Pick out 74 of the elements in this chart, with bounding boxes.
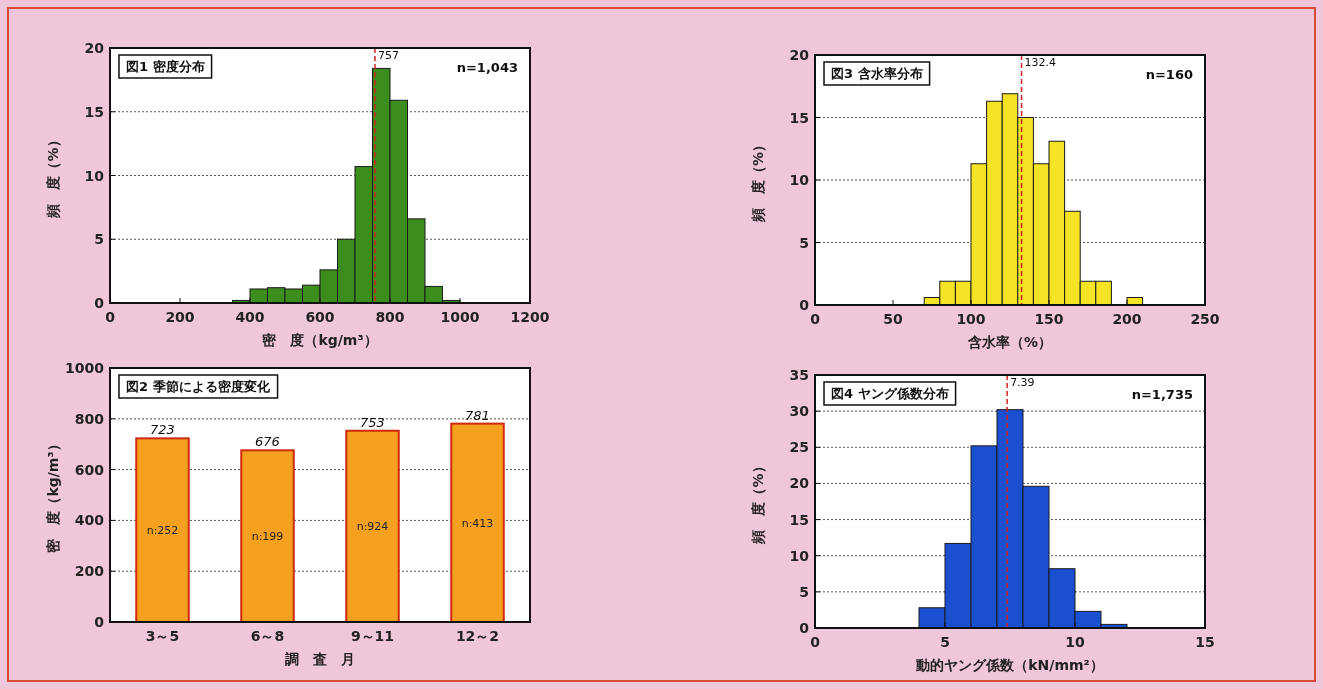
y-tick-label: 10: [789, 172, 810, 188]
y-tick-label: 25: [789, 439, 809, 456]
y-tick-label: 600: [74, 461, 105, 478]
x-tick-label: 200: [1112, 311, 1142, 327]
annotation: n=160: [1145, 67, 1193, 82]
bar: [450, 422, 505, 623]
text: 図4 ヤング係数分布: [831, 386, 949, 401]
bar: [240, 449, 295, 623]
y-tick-label: 5: [799, 583, 809, 600]
x-tick-label: 150: [1034, 311, 1064, 327]
annotation: n:252: [146, 524, 179, 538]
data-label: 753: [360, 414, 385, 430]
data-label: 676: [255, 434, 280, 450]
y-tick-label: 15: [84, 103, 104, 120]
x-tick-label: 1200: [510, 309, 550, 325]
y-tick-label: 5: [799, 234, 809, 251]
x-tick-label: 5: [940, 634, 950, 650]
y-tick-label: 10: [789, 547, 810, 564]
y-tick-label: 0: [799, 297, 810, 313]
y-tick-label: 1000: [65, 360, 105, 376]
x-tick-label: 10: [1065, 634, 1085, 650]
y-tick-label: 20: [84, 40, 105, 56]
y-tick-label: 400: [74, 512, 105, 529]
y-axis-title: 頻 度（%）: [45, 133, 61, 219]
x-tick-label: 1000: [440, 309, 480, 325]
y-tick-label: 15: [789, 109, 809, 126]
x-tick-label: 200: [165, 309, 195, 325]
y-tick-label: 200: [74, 563, 105, 580]
bar: [345, 429, 400, 623]
text: 図1 密度分布: [126, 59, 205, 74]
x-tick-label: 0: [810, 634, 821, 650]
x-tick-label: 6～8: [250, 628, 285, 644]
x-tick-label: 100: [956, 311, 986, 327]
x-tick-label: 3～5: [145, 628, 180, 644]
x-tick-label: 800: [375, 309, 405, 325]
ref-line-label: 132.4: [1024, 56, 1057, 69]
y-axis-title: 頻 度（%）: [750, 137, 766, 224]
text: 図2 季節による密度変化: [126, 379, 271, 394]
ref-line-label: 7.39: [1010, 376, 1035, 389]
x-tick-label: 0: [105, 309, 116, 325]
annotation: n=1,043: [456, 60, 518, 75]
annotation: n:413: [461, 516, 494, 530]
y-tick-label: 800: [74, 410, 105, 427]
y-tick-label: 0: [94, 295, 105, 311]
ref-line-label: 757: [377, 49, 399, 62]
bar: [135, 437, 190, 623]
data-label: 723: [150, 422, 175, 438]
y-axis-title: 密 度（kg/m³）: [45, 437, 61, 553]
y-tick-label: 0: [94, 614, 105, 630]
y-tick-label: 20: [789, 475, 810, 492]
annotation: n:199: [251, 530, 284, 544]
annotation: n=1,735: [1131, 387, 1193, 402]
x-axis-title: 動的ヤング係数（kN/mm²）: [915, 657, 1104, 673]
x-tick-label: 12～2: [455, 628, 500, 644]
x-tick-label: 600: [305, 309, 335, 325]
y-tick-label: 15: [789, 511, 809, 528]
x-axis-title: 調 査 月: [285, 651, 355, 667]
x-tick-label: 400: [235, 309, 265, 325]
x-axis-title: 密 度（kg/m³）: [262, 332, 378, 348]
x-tick-label: 250: [1190, 311, 1220, 327]
y-tick-label: 30: [789, 403, 810, 420]
annotation: n:924: [356, 520, 389, 534]
data-label: 781: [465, 407, 490, 423]
y-tick-label: 5: [94, 231, 104, 248]
y-tick-label: 35: [789, 367, 809, 383]
y-tick-label: 10: [84, 167, 105, 184]
text: 図3 含水率分布: [831, 66, 923, 81]
x-tick-label: 50: [883, 311, 903, 327]
x-tick-label: 0: [810, 311, 821, 327]
y-axis-title: 頻 度（%）: [750, 459, 766, 545]
x-axis-title: 含水率（%）: [966, 334, 1053, 350]
x-tick-label: 9～11: [350, 628, 395, 644]
x-tick-label: 15: [1195, 634, 1215, 650]
y-tick-label: 20: [789, 47, 810, 63]
